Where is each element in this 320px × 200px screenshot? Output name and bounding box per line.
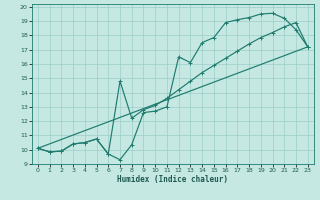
X-axis label: Humidex (Indice chaleur): Humidex (Indice chaleur) <box>117 175 228 184</box>
